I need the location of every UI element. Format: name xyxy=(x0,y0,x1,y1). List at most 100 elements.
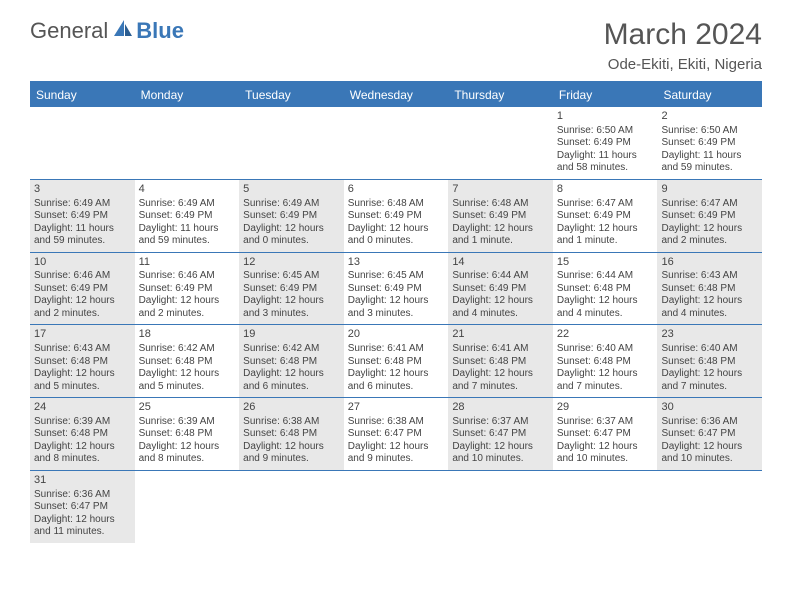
daylight-text: and 6 minutes. xyxy=(243,381,340,394)
day-number: 3 xyxy=(34,183,131,197)
day-cell: 23Sunrise: 6:40 AMSunset: 6:48 PMDayligh… xyxy=(657,325,762,397)
sunset-text: Sunset: 6:49 PM xyxy=(661,137,758,150)
daylight-text: Daylight: 12 hours xyxy=(348,368,445,381)
daylight-text: and 10 minutes. xyxy=(661,453,758,466)
daylight-text: Daylight: 12 hours xyxy=(348,295,445,308)
daylight-text: Daylight: 12 hours xyxy=(661,441,758,454)
sunset-text: Sunset: 6:48 PM xyxy=(139,356,236,369)
empty-cell xyxy=(448,107,553,179)
sunrise-text: Sunrise: 6:40 AM xyxy=(661,343,758,356)
sunset-text: Sunset: 6:48 PM xyxy=(34,356,131,369)
sunset-text: Sunset: 6:48 PM xyxy=(557,356,654,369)
daylight-text: and 3 minutes. xyxy=(348,308,445,321)
daylight-text: and 2 minutes. xyxy=(661,235,758,248)
daylight-text: and 4 minutes. xyxy=(452,308,549,321)
sunset-text: Sunset: 6:48 PM xyxy=(557,283,654,296)
day-cell: 14Sunrise: 6:44 AMSunset: 6:49 PMDayligh… xyxy=(448,253,553,325)
daylight-text: and 10 minutes. xyxy=(452,453,549,466)
day-header: Sunday xyxy=(30,83,135,107)
sunrise-text: Sunrise: 6:39 AM xyxy=(139,416,236,429)
empty-cell xyxy=(239,471,344,543)
day-number: 25 xyxy=(139,401,236,415)
day-cell: 7Sunrise: 6:48 AMSunset: 6:49 PMDaylight… xyxy=(448,180,553,252)
sunset-text: Sunset: 6:49 PM xyxy=(348,283,445,296)
daylight-text: and 5 minutes. xyxy=(34,381,131,394)
sunset-text: Sunset: 6:48 PM xyxy=(243,428,340,441)
day-number: 23 xyxy=(661,328,758,342)
daylight-text: and 2 minutes. xyxy=(34,308,131,321)
day-number: 15 xyxy=(557,256,654,270)
daylight-text: and 0 minutes. xyxy=(243,235,340,248)
title-block: March 2024 Ode-Ekiti, Ekiti, Nigeria xyxy=(604,18,762,73)
day-cell: 20Sunrise: 6:41 AMSunset: 6:48 PMDayligh… xyxy=(344,325,449,397)
daylight-text: Daylight: 12 hours xyxy=(243,368,340,381)
day-header: Friday xyxy=(553,83,658,107)
week-row: 10Sunrise: 6:46 AMSunset: 6:49 PMDayligh… xyxy=(30,253,762,326)
sunrise-text: Sunrise: 6:44 AM xyxy=(452,270,549,283)
sunrise-text: Sunrise: 6:45 AM xyxy=(243,270,340,283)
empty-cell xyxy=(553,471,658,543)
day-cell: 22Sunrise: 6:40 AMSunset: 6:48 PMDayligh… xyxy=(553,325,658,397)
sunset-text: Sunset: 6:47 PM xyxy=(557,428,654,441)
daylight-text: Daylight: 12 hours xyxy=(139,295,236,308)
day-cell: 10Sunrise: 6:46 AMSunset: 6:49 PMDayligh… xyxy=(30,253,135,325)
sunset-text: Sunset: 6:49 PM xyxy=(452,210,549,223)
day-cell: 1Sunrise: 6:50 AMSunset: 6:49 PMDaylight… xyxy=(553,107,658,179)
day-number: 19 xyxy=(243,328,340,342)
sunset-text: Sunset: 6:48 PM xyxy=(243,356,340,369)
day-number: 18 xyxy=(139,328,236,342)
brand-part1: General xyxy=(30,18,108,44)
daylight-text: and 58 minutes. xyxy=(557,162,654,175)
week-row: 31Sunrise: 6:36 AMSunset: 6:47 PMDayligh… xyxy=(30,471,762,543)
sunrise-text: Sunrise: 6:36 AM xyxy=(661,416,758,429)
daylight-text: Daylight: 12 hours xyxy=(34,441,131,454)
sunset-text: Sunset: 6:47 PM xyxy=(452,428,549,441)
daylight-text: Daylight: 12 hours xyxy=(34,295,131,308)
daylight-text: Daylight: 12 hours xyxy=(557,223,654,236)
day-cell: 8Sunrise: 6:47 AMSunset: 6:49 PMDaylight… xyxy=(553,180,658,252)
day-cell: 16Sunrise: 6:43 AMSunset: 6:48 PMDayligh… xyxy=(657,253,762,325)
sunset-text: Sunset: 6:49 PM xyxy=(348,210,445,223)
day-cell: 6Sunrise: 6:48 AMSunset: 6:49 PMDaylight… xyxy=(344,180,449,252)
sunrise-text: Sunrise: 6:38 AM xyxy=(348,416,445,429)
daylight-text: Daylight: 12 hours xyxy=(243,223,340,236)
sunrise-text: Sunrise: 6:43 AM xyxy=(34,343,131,356)
daylight-text: Daylight: 12 hours xyxy=(34,368,131,381)
sunset-text: Sunset: 6:49 PM xyxy=(452,283,549,296)
daylight-text: Daylight: 12 hours xyxy=(452,368,549,381)
daylight-text: Daylight: 11 hours xyxy=(139,223,236,236)
sunrise-text: Sunrise: 6:39 AM xyxy=(34,416,131,429)
daylight-text: and 3 minutes. xyxy=(243,308,340,321)
sunrise-text: Sunrise: 6:48 AM xyxy=(452,198,549,211)
week-row: 24Sunrise: 6:39 AMSunset: 6:48 PMDayligh… xyxy=(30,398,762,471)
day-number: 26 xyxy=(243,401,340,415)
weeks-container: 1Sunrise: 6:50 AMSunset: 6:49 PMDaylight… xyxy=(30,107,762,543)
daylight-text: and 2 minutes. xyxy=(139,308,236,321)
sunrise-text: Sunrise: 6:46 AM xyxy=(34,270,131,283)
sunset-text: Sunset: 6:48 PM xyxy=(661,283,758,296)
month-title: March 2024 xyxy=(604,18,762,52)
sunset-text: Sunset: 6:49 PM xyxy=(557,210,654,223)
day-cell: 13Sunrise: 6:45 AMSunset: 6:49 PMDayligh… xyxy=(344,253,449,325)
sunset-text: Sunset: 6:48 PM xyxy=(348,356,445,369)
sunrise-text: Sunrise: 6:49 AM xyxy=(243,198,340,211)
daylight-text: and 1 minute. xyxy=(452,235,549,248)
location-subtitle: Ode-Ekiti, Ekiti, Nigeria xyxy=(604,56,762,73)
empty-cell xyxy=(30,107,135,179)
day-number: 11 xyxy=(139,256,236,270)
day-cell: 15Sunrise: 6:44 AMSunset: 6:48 PMDayligh… xyxy=(553,253,658,325)
day-cell: 11Sunrise: 6:46 AMSunset: 6:49 PMDayligh… xyxy=(135,253,240,325)
empty-cell xyxy=(657,471,762,543)
daylight-text: and 10 minutes. xyxy=(557,453,654,466)
day-number: 17 xyxy=(34,328,131,342)
day-number: 27 xyxy=(348,401,445,415)
week-row: 3Sunrise: 6:49 AMSunset: 6:49 PMDaylight… xyxy=(30,180,762,253)
sunset-text: Sunset: 6:48 PM xyxy=(34,428,131,441)
day-cell: 21Sunrise: 6:41 AMSunset: 6:48 PMDayligh… xyxy=(448,325,553,397)
sunrise-text: Sunrise: 6:49 AM xyxy=(34,198,131,211)
day-cell: 17Sunrise: 6:43 AMSunset: 6:48 PMDayligh… xyxy=(30,325,135,397)
day-number: 2 xyxy=(661,110,758,124)
day-cell: 24Sunrise: 6:39 AMSunset: 6:48 PMDayligh… xyxy=(30,398,135,470)
day-cell: 9Sunrise: 6:47 AMSunset: 6:49 PMDaylight… xyxy=(657,180,762,252)
week-row: 1Sunrise: 6:50 AMSunset: 6:49 PMDaylight… xyxy=(30,107,762,180)
